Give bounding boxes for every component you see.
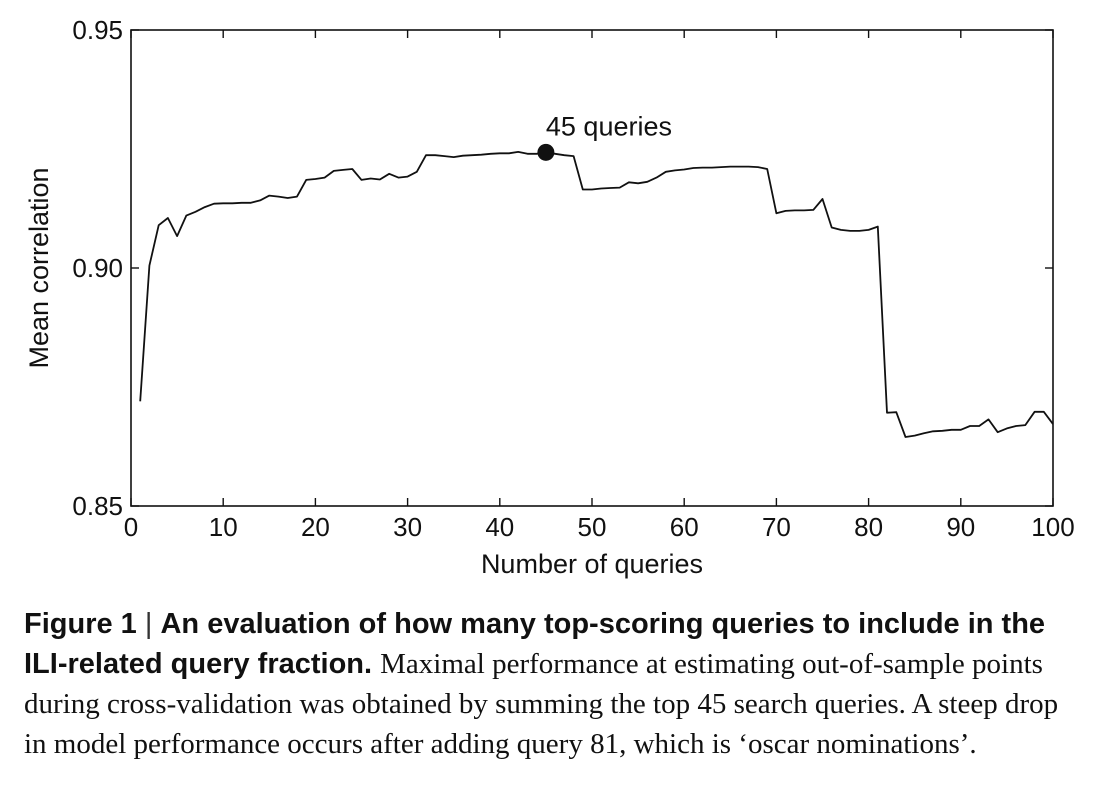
caption-body: Maximal performance at estimating out-of…	[24, 648, 1059, 760]
x-axis-title: Number of queries	[481, 549, 703, 579]
x-tick-label: 20	[301, 512, 330, 542]
x-tick-label: 30	[393, 512, 422, 542]
y-tick-label: 0.85	[72, 491, 123, 521]
x-tick-label: 80	[854, 512, 883, 542]
figure-caption: Figure 1 | An evaluation of how many top…	[24, 604, 1084, 764]
series-line	[139, 150, 1054, 438]
x-tick-label: 60	[670, 512, 699, 542]
line-chart: 0 10 20 30 40 50 60 70 80 90 100 0.85 0.90 0.95 45 qu…	[24, 15, 1075, 579]
caption-title: An evaluation of how many top-scoring qu…	[24, 608, 1046, 680]
highlight-label: 45 queries	[546, 111, 672, 141]
x-tick-label: 0	[124, 512, 138, 542]
axis-tick-labels: 0 10 20 30 40 50 60 70 80 90 100 0.85 0.90 0.95	[72, 15, 1074, 542]
series-layer	[139, 150, 1054, 438]
x-tick-label: 100	[1031, 512, 1074, 542]
highlight-marker	[537, 143, 555, 161]
x-tick-label: 10	[209, 512, 238, 542]
plot-frame	[130, 29, 1054, 507]
x-tick-label: 40	[485, 512, 514, 542]
y-tick-label: 0.90	[72, 253, 123, 283]
axis-ticks	[130, 29, 1054, 507]
y-tick-label: 0.95	[72, 15, 123, 45]
highlight-layer: 45 queries	[537, 111, 672, 161]
x-tick-label: 50	[578, 512, 607, 542]
x-tick-label: 70	[762, 512, 791, 542]
caption-figure-label: Figure 1	[24, 608, 137, 640]
y-axis-title: Mean correlation	[24, 167, 54, 368]
caption-separator: |	[144, 608, 153, 640]
x-tick-label: 90	[946, 512, 975, 542]
